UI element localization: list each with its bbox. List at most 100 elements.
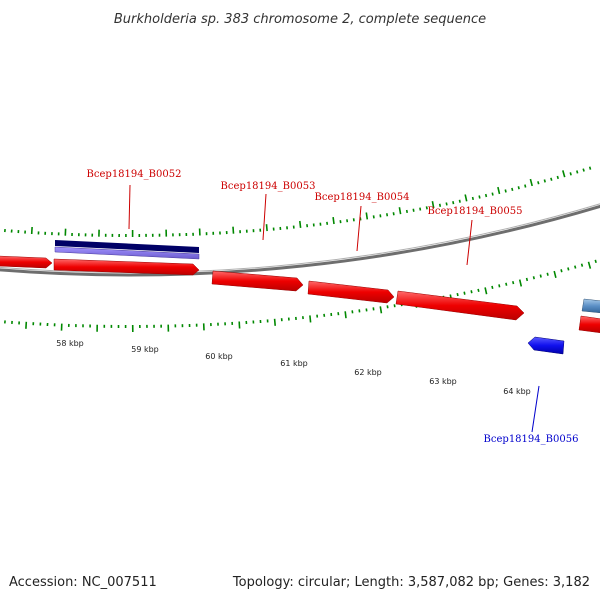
callout-line — [356, 205, 362, 252]
scale-tick — [344, 311, 347, 319]
scale-tick — [491, 285, 494, 289]
scale-tick — [543, 179, 546, 183]
scale-tick — [299, 220, 302, 228]
backbone-line — [0, 204, 600, 277]
callout-line — [128, 184, 131, 230]
gene-label-bcep18194-b0054[interactable]: Bcep18194_B0054 — [315, 192, 410, 203]
scale-tick — [505, 282, 508, 286]
scale-label: 63 kbp — [429, 377, 457, 386]
gene-arrow-bcep18194-b0053[interactable] — [211, 270, 304, 292]
scale-label: 61 kbp — [280, 359, 308, 368]
scale-tick — [445, 202, 448, 206]
scale-tick — [518, 279, 523, 287]
scale-tick — [511, 187, 514, 191]
selected-gene-highlight — [55, 240, 199, 253]
scale-tick — [529, 178, 533, 187]
scale-tick — [550, 177, 553, 181]
scale-tick — [491, 192, 494, 196]
feature-partial-right[interactable] — [581, 298, 600, 314]
sequence-backbone — [0, 203, 600, 277]
scale-tick — [398, 207, 402, 215]
gene-label-bcep18194-b0055[interactable]: Bcep18194_B0055 — [428, 206, 523, 217]
scale-tick — [569, 172, 572, 176]
backbone-line — [0, 203, 600, 274]
outer-tick-track — [4, 166, 592, 238]
callout-line — [262, 193, 267, 241]
scale-label: 64 kbp — [503, 387, 531, 396]
genome-stats-text: Topology: circular; Length: 3,587,082 bp… — [232, 575, 590, 590]
scale-tick — [365, 212, 369, 220]
scale-tick — [567, 267, 570, 271]
gene-arrow-partial-right[interactable] — [578, 315, 600, 333]
scale-tick — [456, 292, 459, 297]
gene-arrow-bcep18194-b0052[interactable] — [53, 258, 200, 276]
scale-tick — [332, 216, 335, 225]
scale-tick — [588, 166, 592, 170]
scale-tick — [504, 189, 507, 193]
scale-tick — [232, 226, 235, 234]
scale-tick — [532, 276, 535, 280]
scale-tick — [498, 284, 501, 288]
scale-label: 58 kbp — [56, 339, 84, 348]
gene-arrow-partial-left[interactable] — [0, 255, 53, 269]
scale-tick — [560, 269, 563, 273]
scale-tick — [556, 175, 559, 180]
scale-tick — [553, 270, 557, 278]
scale-tick — [484, 287, 488, 295]
scale-tick — [431, 201, 435, 209]
scale-tick — [539, 274, 542, 278]
scale-label: 62 kbp — [354, 368, 382, 377]
scale-tick — [484, 193, 488, 198]
gene-label-bcep18194-b0052[interactable]: Bcep18194_B0052 — [87, 169, 182, 180]
scale-tick — [412, 208, 415, 212]
scale-tick — [392, 212, 395, 216]
scale-tick — [537, 181, 540, 185]
selected-gene-highlight — [54, 246, 200, 260]
scale-tick — [452, 201, 455, 205]
scale-tick — [405, 209, 408, 214]
scale-tick — [574, 265, 577, 269]
scale-tick — [463, 291, 466, 295]
scale-tick — [470, 290, 473, 294]
map-title: Burkholderia sp. 383 chromosome 2, compl… — [114, 12, 486, 27]
gene-arrow-bcep18194-b0055[interactable] — [395, 290, 525, 321]
scale-tick — [386, 305, 389, 309]
scale-tick — [497, 186, 501, 195]
scale-tick — [582, 168, 585, 172]
gene-label-bcep18194-b0056[interactable]: Bcep18194_B0056 — [484, 434, 579, 445]
scale-tick — [471, 196, 474, 201]
scale-tick — [458, 199, 461, 203]
scale-tick — [562, 170, 566, 178]
scale-tick — [477, 288, 480, 292]
scale-tick — [546, 272, 549, 276]
gene-callouts: Bcep18194_B0052 Bcep18194_B0053 Bcep1819… — [87, 169, 579, 445]
callout-line — [466, 219, 473, 266]
scale-tick — [580, 263, 584, 267]
callout-line — [531, 385, 540, 433]
scale-tick — [478, 195, 481, 199]
scale-tick — [587, 261, 592, 269]
scale-tick — [419, 207, 422, 211]
scale-tick — [379, 306, 383, 314]
gene-arrow-bcep18194-b0054[interactable] — [307, 280, 395, 304]
scale-labels: 58 kbp 59 kbp 60 kbp 61 kbp 62 kbp 63 kb… — [56, 339, 531, 396]
gene-arrow-bcep18194-b0056[interactable] — [527, 336, 565, 355]
scale-tick — [386, 213, 389, 217]
scale-tick — [372, 215, 375, 219]
scale-tick — [576, 170, 579, 174]
gene-label-bcep18194-b0053[interactable]: Bcep18194_B0053 — [221, 181, 316, 192]
scale-tick — [524, 184, 527, 188]
scale-tick — [512, 281, 515, 285]
scale-label: 59 kbp — [131, 345, 159, 354]
scale-tick — [525, 277, 529, 282]
scale-tick — [594, 259, 597, 264]
accession-text: Accession: NC_007511 — [9, 575, 157, 590]
scale-tick — [273, 318, 276, 326]
gene-features — [0, 240, 600, 355]
scale-tick — [464, 194, 468, 202]
scale-tick — [438, 203, 442, 207]
scale-tick — [517, 186, 520, 190]
scale-label: 60 kbp — [205, 352, 233, 361]
scale-tick — [265, 224, 268, 232]
